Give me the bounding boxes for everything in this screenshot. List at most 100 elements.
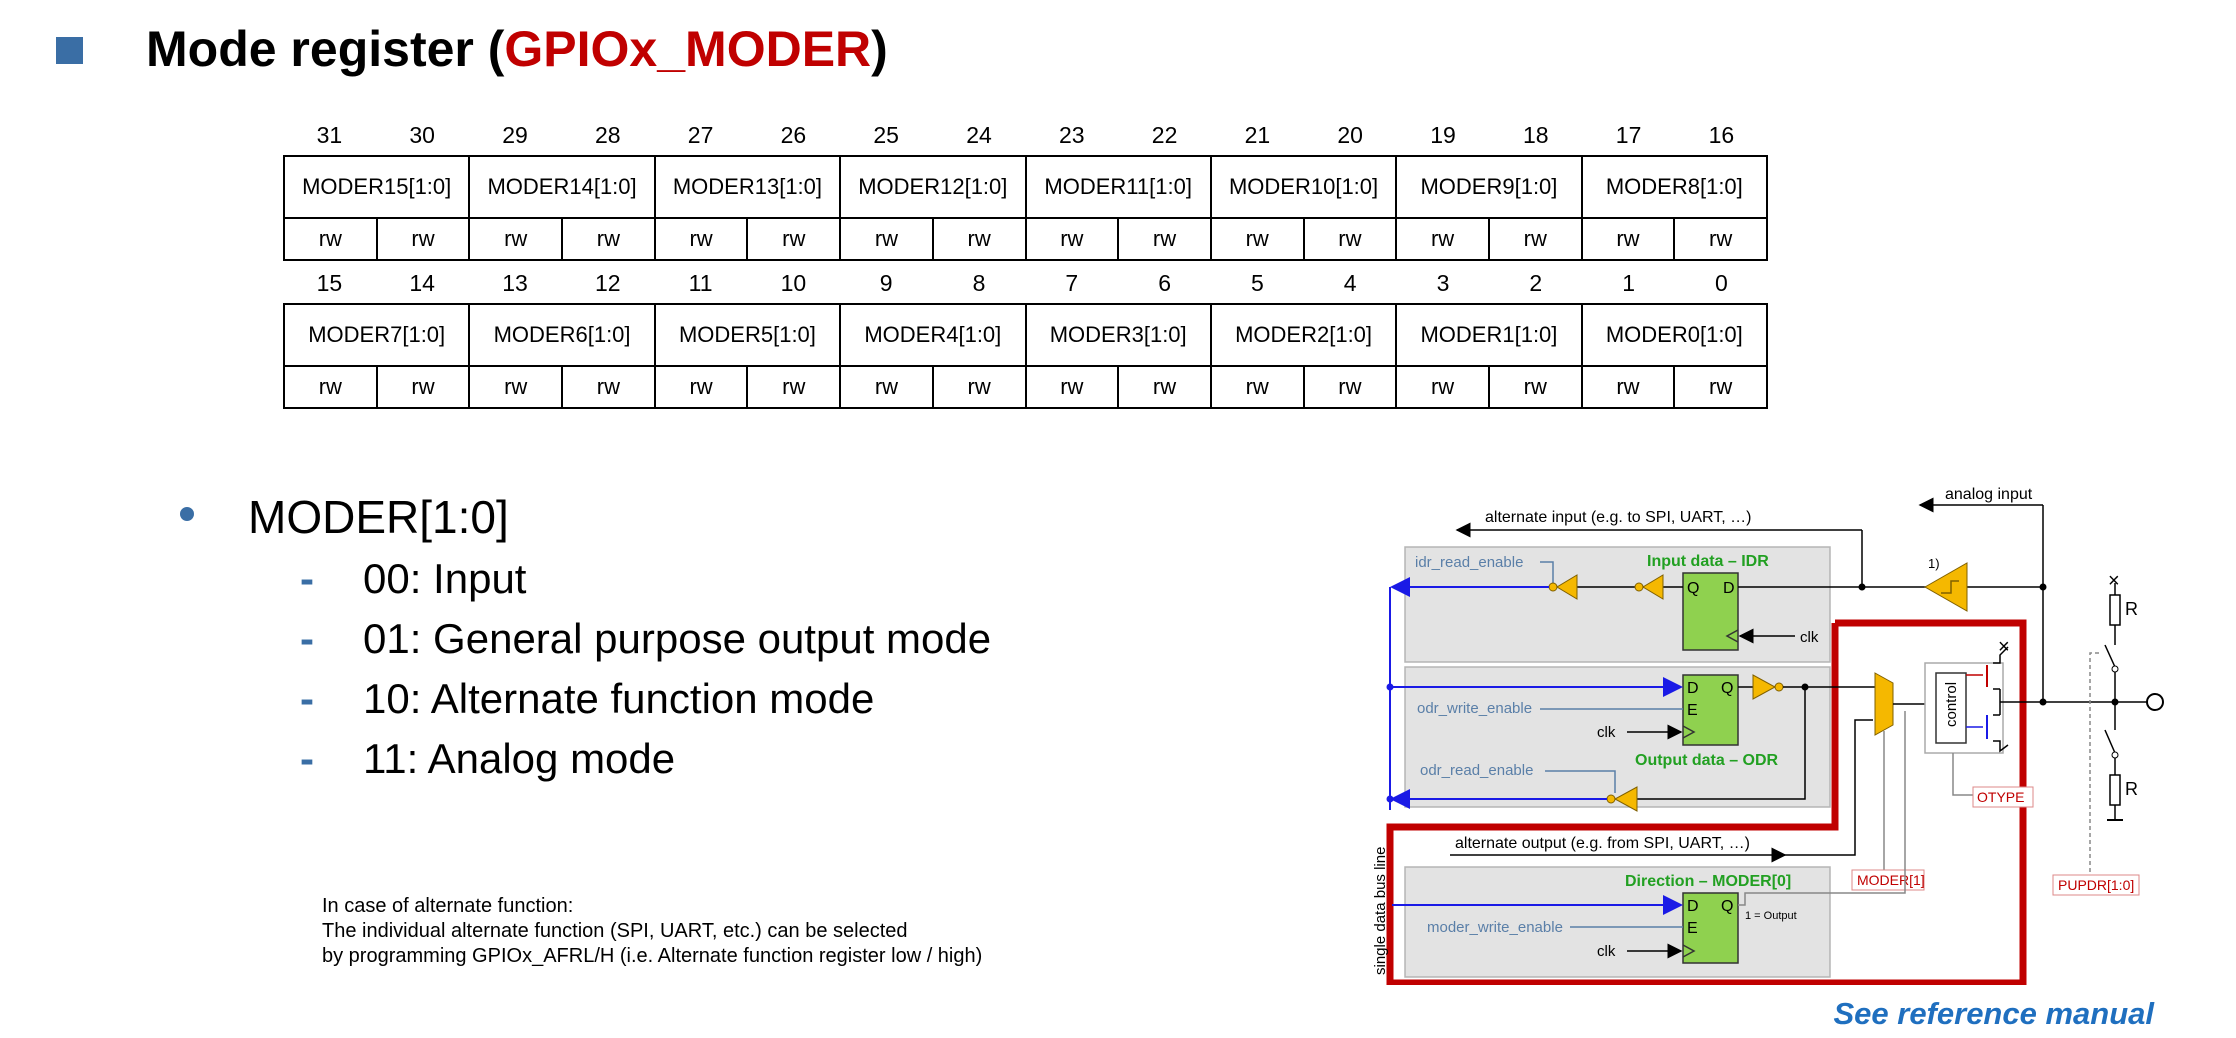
- register-field: MODER8[1:0]: [1580, 155, 1769, 219]
- access-cell: rw: [1580, 217, 1676, 261]
- output-buffer: [1752, 674, 1777, 700]
- analog-input-label: analog input: [1945, 486, 2033, 503]
- input-buffer-2-bubble: [1548, 582, 1558, 592]
- access-cell: rw: [931, 365, 1027, 409]
- output-multiplexer: [1874, 672, 1894, 736]
- register-field: MODER6[1:0]: [468, 303, 656, 367]
- bit-number: 5: [1251, 270, 1264, 296]
- access-cell: rw: [1117, 365, 1212, 409]
- gpio-block-diagram: analog input alternate input (e.g. to SP…: [1372, 486, 2164, 985]
- access-cell: rw: [839, 365, 934, 409]
- bit-number: 20: [1337, 122, 1363, 148]
- moder-clock-mark: [1682, 944, 1696, 958]
- bit-number: 26: [780, 122, 807, 148]
- moder-write-enable-label: moder_write_enable: [1427, 919, 1563, 936]
- io-pin: [2146, 693, 2164, 711]
- access-cell: rw: [468, 365, 564, 409]
- access-cell: rw: [1673, 365, 1768, 409]
- odr-e-label: E: [1687, 702, 1698, 719]
- idr-clock-mark: [1725, 629, 1739, 643]
- nmos-source: [1993, 740, 2009, 753]
- access-cell: rw: [561, 217, 656, 261]
- otyper-box: [1972, 786, 2034, 808]
- bit-number: 17: [1615, 122, 1642, 148]
- register-field: MODER12[1:0]: [839, 155, 1027, 219]
- moder-d-label: D: [1687, 898, 1699, 915]
- register-field: MODER4[1:0]: [839, 303, 1027, 367]
- register-field: MODER13[1:0]: [653, 155, 842, 219]
- bit-number: 12: [594, 270, 621, 296]
- bit-number: 29: [502, 122, 528, 148]
- direction-title: Direction – MODER[0]: [1625, 873, 1791, 890]
- moder1-box: [1851, 869, 1925, 891]
- dash-icon: -: [300, 675, 314, 722]
- access-cell: rw: [1580, 365, 1676, 409]
- bullet-list: MODER[1:0] -00: Input -01: General purpo…: [170, 485, 991, 789]
- bullet-dot-icon: [180, 507, 194, 521]
- sub-bullet: -11: Analog mode: [170, 729, 991, 789]
- register-name: GPIOx_MODER: [504, 21, 872, 77]
- note-line: The individual alternate function (SPI, …: [322, 920, 908, 942]
- access-cell: rw: [839, 217, 934, 261]
- bit-number: 10: [780, 270, 807, 296]
- odr-read-buffer: [1613, 786, 1638, 812]
- bit-number: 25: [873, 122, 899, 148]
- register-table-upper: MODER15[1:0] MODER14[1:0] MODER13[1:0] M…: [282, 155, 1769, 261]
- hysteresis-icon: [1941, 580, 1959, 594]
- pullup-resistor: [2109, 594, 2121, 626]
- access-cell: rw: [746, 217, 842, 261]
- bit-number: 23: [1058, 122, 1085, 148]
- input-buffer-1: [1642, 574, 1664, 600]
- access-cell: rw: [375, 365, 471, 409]
- pulldown-r-label: R: [2125, 779, 2138, 799]
- odr-clock-mark: [1682, 725, 1696, 739]
- output-buffer-bubble: [1774, 682, 1784, 692]
- access-cell: rw: [283, 365, 378, 409]
- odr-d-label: D: [1687, 680, 1699, 697]
- bit-number: 24: [966, 122, 992, 148]
- footnote-marker: 1): [1928, 556, 1940, 571]
- access-cell: rw: [375, 217, 471, 261]
- dash-icon: -: [300, 555, 314, 602]
- moder-e-label: E: [1687, 920, 1698, 937]
- register-field: MODER15[1:0]: [282, 155, 471, 219]
- otyper-label: OTYPE: [1977, 789, 2024, 805]
- moder1-label: MODER[1]: [1857, 872, 1925, 888]
- data-bus-label: single data bus line: [1372, 847, 1389, 975]
- pmos-supply-mark: ×: [1998, 636, 2010, 658]
- pupdr-label: PUPDR[1:0]: [2058, 877, 2134, 893]
- idr-read-enable-label: idr_read_enable: [1415, 554, 1523, 571]
- see-reference-link[interactable]: See reference manual: [1833, 996, 2154, 1031]
- bit-number: 0: [1715, 270, 1728, 296]
- output-note: 1 = Output: [1745, 910, 1797, 922]
- pullup-switch: [2104, 644, 2116, 668]
- alternate-function-note: In case of alternate function: The indiv…: [322, 894, 982, 969]
- otyper-wire: [1952, 753, 1975, 796]
- bit-number: 4: [1343, 270, 1357, 296]
- bit-number: 18: [1522, 122, 1549, 148]
- pulldown-switch: [2104, 729, 2116, 754]
- access-cell: rw: [1117, 217, 1212, 261]
- access-cell: rw: [1209, 217, 1305, 261]
- page-title: Mode register (GPIOx_MODER): [146, 21, 888, 77]
- register-field: MODER0[1:0]: [1580, 303, 1769, 367]
- access-cell: rw: [1302, 365, 1398, 409]
- register-field: MODER2[1:0]: [1209, 303, 1398, 367]
- pullup-switch-contact: [2111, 665, 2119, 673]
- alternate-output-label: alternate output (e.g. from SPI, UART, ……: [1455, 835, 1750, 852]
- bit-numbers-upper: 31 30 29 28 27 26 25 24 23 22 21 20 19 1…: [283, 115, 1768, 155]
- access-cell: rw: [653, 365, 749, 409]
- bit-number: 19: [1430, 122, 1456, 148]
- title-bullet: [56, 37, 83, 64]
- bit-number: 2: [1529, 270, 1543, 296]
- odr-read-enable-label: odr_read_enable: [1420, 762, 1533, 779]
- note-line: by programming GPIOx_AFRL/H (i.e. Altern…: [322, 945, 983, 967]
- input-buffer-2: [1556, 574, 1578, 600]
- bit-number: 1: [1622, 270, 1635, 296]
- odr-write-enable-label: odr_write_enable: [1417, 700, 1532, 717]
- control-inner: [1935, 672, 1967, 744]
- control-label: control: [1943, 682, 1960, 727]
- odr-readback-wire: [1637, 687, 1806, 800]
- input-data-title: Input data – IDR: [1647, 553, 1769, 570]
- access-cell: rw: [468, 217, 564, 261]
